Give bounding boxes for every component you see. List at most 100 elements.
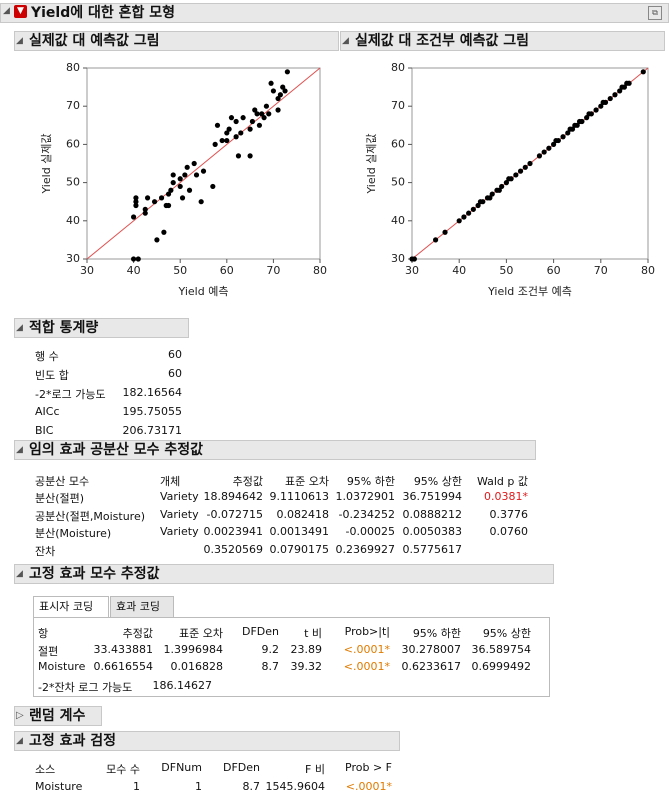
data-point [233,118,239,125]
data-point [536,153,543,159]
y-tick-label: 50 [66,176,80,189]
table-cell: -2*로그 가능도 [35,388,106,401]
report-title[interactable]: Yield에 대한 혼합 모형 [0,3,669,23]
tab[interactable]: 효과 코딩 [110,596,174,618]
column-header: 추정값 [232,475,263,488]
table-cell: 8.7 [261,659,280,673]
table-cell: 0.0381* [484,490,528,503]
data-point [249,118,256,125]
collapse-icon[interactable]: ◢ [3,6,10,16]
plots: 30 40 50 60 70 80 30 40 50 60 70 80 Yield 예측 Yield 실제… [40,61,655,298]
data-point [621,84,628,90]
section-title[interactable]: 고정 효과 모수 추정값 [14,564,554,584]
section-title[interactable]: 고정 효과 검정 [14,731,400,751]
column-header: 개체 [160,475,181,488]
data-point [184,164,190,170]
expand-icon[interactable]: ▷ [16,710,24,721]
data-point [626,80,632,86]
data-point [593,107,599,113]
data-point [546,145,552,151]
data-point [252,107,258,113]
data-point [275,95,281,102]
plot-title[interactable]: 실제값 대 조건부 예측값 그림 [340,31,665,51]
table-cell: 1.0372901 [335,490,396,503]
table-cell: <.0001* [343,659,390,673]
collapse-icon[interactable]: ◢ [16,445,23,455]
data-point [284,69,290,75]
table-cell: 186.14627 [152,679,213,692]
table-cell: <.0001* [343,643,390,656]
diagonal-line [86,67,321,260]
data-point [499,183,505,190]
table-cell: 0.0013491 [269,525,330,538]
y-tick-label: 80 [66,61,80,74]
table-cell: 0.082418 [276,507,330,521]
data-point [475,202,481,209]
data-point [640,69,646,75]
x-tick-label: 60 [220,264,234,277]
data-point [263,103,270,109]
table-cell: 분산(Moisture) [35,527,112,540]
table-cell: 9.1110613 [269,490,330,503]
table-cell: Variety [160,525,199,538]
menu-icon[interactable]: ⧉ [648,6,662,20]
column-header: 항 [38,627,49,640]
section-title[interactable]: 임의 효과 공분산 모수 추정값 [14,440,536,460]
collapse-icon[interactable]: ◢ [16,323,23,333]
y-axis-label: Yield 실제값 [40,133,53,194]
tab-active[interactable]: 표시자 코딩 [33,596,109,618]
data-point [565,130,571,136]
data-point [282,88,288,94]
data-point [268,80,274,86]
section-title[interactable]: 적합 통계량 [14,318,189,338]
table-cell: 36.589754 [471,643,532,656]
table-cell: Moisture [35,780,83,793]
table-cell: -2*잔차 로그 가능도 [38,681,133,694]
collapse-icon[interactable]: ◢ [16,736,23,746]
red-menu[interactable]: ▼ [14,5,27,18]
table-cell: 0.3776 [489,507,529,521]
data-point [151,199,158,205]
data-point [191,160,197,167]
column-header: 모수 수 [106,763,140,776]
data-point [280,84,286,90]
data-point [517,168,524,174]
table-cell: 공분산(절편,Moisture) [35,509,146,523]
table-cell: 36.751994 [402,490,463,503]
data-point [165,191,172,197]
y-tick-label: 80 [391,61,405,74]
table-cell: 182.16564 [122,386,183,399]
table-cell: 0.0760 [489,525,529,538]
data-point [224,137,230,144]
y-tick-label: 30 [391,252,405,265]
table-cell: 0.5775617 [402,542,463,556]
collapse-icon[interactable]: ◢ [16,36,23,46]
table-cell: 1 [133,780,140,793]
table-cell: 1545.9604 [265,780,326,793]
y-tick-label: 60 [66,137,80,150]
data-point [569,126,576,132]
data-point [133,199,139,205]
x-tick-label: 50 [173,264,187,277]
data-point [165,202,172,209]
table-cell: 행 수 [35,350,59,363]
x-tick-label: 30 [405,264,419,277]
collapse-icon[interactable]: ◢ [342,36,349,46]
collapse-icon[interactable]: ◢ [16,569,23,579]
table-cell: -0.234252 [338,507,395,521]
table-cell: 0.0888212 [402,507,463,521]
table-cell: BIC [35,424,54,437]
plot-title[interactable]: 실제값 대 예측값 그림 [14,31,339,51]
data-point [551,141,557,147]
table-cell: 0.0023941 [203,525,264,538]
data-point [198,199,204,205]
section-title[interactable]: 랜덤 계수 [14,706,102,726]
data-point [266,111,272,117]
column-header: 표준 오차 [285,475,329,488]
data-point [182,172,188,178]
data-point [142,210,148,216]
data-point [612,92,618,98]
data-point [233,134,239,140]
data-point [210,183,216,190]
